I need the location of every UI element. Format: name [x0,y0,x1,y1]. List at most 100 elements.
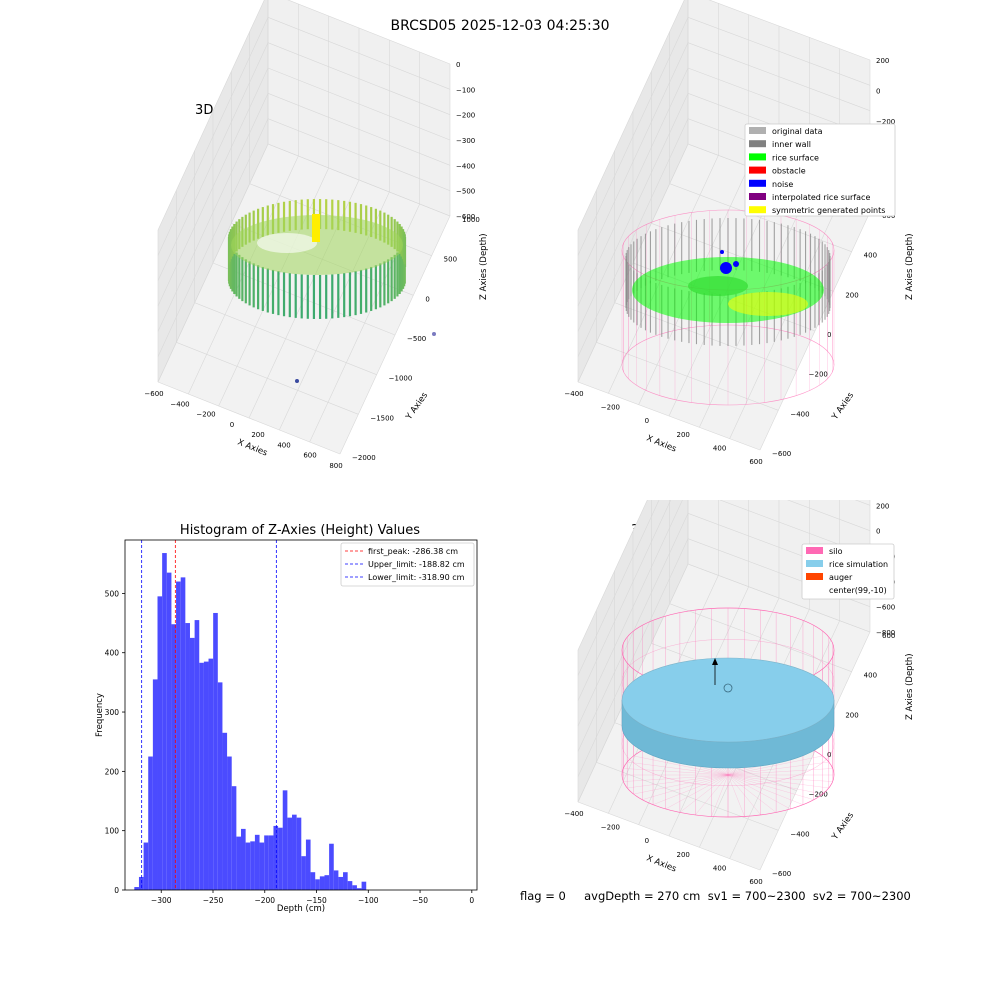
histogram-xtick-label: −300 [151,896,172,905]
histogram-bar [162,553,167,890]
histogram-bar [157,596,163,890]
histogram-bar [227,756,232,890]
histogram-bar [203,661,209,890]
raw-xtick-label: 800 [329,462,342,470]
simulation-legend-label: silo [829,547,843,556]
histogram-bar [185,623,190,890]
simulation-silo-spoke [633,755,729,776]
histogram-xtick-label: 0 [469,896,474,905]
simulation-grid-line [687,563,871,633]
classify-noise-cluster [720,262,732,274]
histogram-legend-label: Upper_limit: -188.82 cm [368,560,465,569]
simulation-silo-spoke [627,774,729,789]
classify-xtick-label: −200 [601,404,620,412]
histogram-bar [152,679,158,890]
classify-legend-swatch [749,140,766,148]
raw-ytick-label: 1000 [462,216,480,224]
histogram-bar [217,682,223,890]
raw-ztick-label: 0 [456,61,460,69]
classify-xtick-label: 0 [645,417,649,425]
simulation-silo-spoke [623,774,729,782]
histogram-bar [259,842,265,890]
histogram-bar [319,876,325,890]
histogram-bar [138,876,144,890]
histogram-bar [338,876,344,890]
classify-ytick-label: −200 [809,371,828,379]
simulation-legend: silo rice simulation auger center(99,-10) [801,543,895,600]
raw-xtick-label: 0 [230,421,234,429]
classify-grid-line [708,0,871,61]
simulation-ztick-label: −800 [876,629,895,637]
simulation-legend-label: center(99,-10) [829,586,887,595]
simulation-silo-spoke [727,755,823,776]
histogram-bar [134,887,139,890]
classify-legend-frame [744,123,896,217]
histogram-vlines [141,540,277,890]
histogram-bar [236,836,241,890]
figure-suptitle: BRCSD05 2025-12-03 04:25:30 [390,18,610,34]
classify-zlabel: Z Axies (Depth) [905,233,915,300]
histogram-bar [287,817,293,890]
classify-legend-swatch [749,193,766,200]
raw-grid-line [287,0,451,65]
histogram-bar [254,834,260,890]
histogram-bar [282,790,288,890]
histogram-bar [171,624,177,890]
raw-ytick-label: 0 [425,295,429,303]
histogram-bar [343,872,348,890]
histogram-bar [296,817,302,890]
histogram-ytick-label: 0 [114,886,119,895]
simulation-xtick-label: 200 [677,851,690,859]
raw-grid-line [267,143,451,217]
classify-legend-swatch [749,153,766,161]
simulation-silo-spoke [695,774,729,816]
simulation-silo-spoke [633,774,729,795]
classify-ytick-label: 200 [845,291,858,299]
simulation-ztick-label: 200 [876,502,889,510]
raw-xtick-label: −200 [196,411,215,419]
histogram-bar [333,870,339,890]
histogram-bar [245,842,251,890]
raw-ytick-label: 500 [444,256,457,264]
raw-xlabel: X Axies [236,438,269,459]
simulation-silo-spoke [727,774,791,810]
histogram-bar [292,814,297,890]
simulation-ztick-label: 0 [876,528,880,536]
raw-xtick-label: −600 [144,390,163,398]
histogram-bar [240,828,246,890]
classify-legend-label: inner wall [772,140,811,149]
histogram-legend-label: first_peak: -286.38 cm [368,547,458,556]
raw-surface-ellipse [231,215,403,275]
classify-legend-label: rice surface [772,153,819,162]
histogram-bar [310,872,316,890]
histogram-xtick-label: −100 [358,896,379,905]
classify-ytick-label: 400 [864,252,877,260]
simulation-auger-arrow [712,658,718,665]
histogram-title: Histogram of Z-Axies (Height) Values [179,523,421,538]
simulation-silo-spoke [727,761,829,776]
classify-legend-swatch [749,127,766,134]
classify-grid-line [669,183,852,252]
raw-ytick-label: −2000 [352,454,376,462]
simulation-ytick-label: 600 [882,632,895,640]
classify-grid-line [759,211,871,451]
simulation-legend-frame [801,543,895,600]
histogram-bar [166,572,172,890]
classify-3d-plot: −400−20002004006006004002000−200−400−600… [564,0,915,466]
simulation-xlabel: X Axies [645,854,678,875]
classify-grid-line [577,17,689,256]
histogram-ylabel: Frequency [95,693,105,737]
raw-grid-line [157,17,269,256]
histogram-legend-label: Lower_limit: -318.90 cm [368,573,465,582]
classify-legend-swatch [749,206,766,214]
classify-ytick-label: 0 [827,331,831,339]
simulation-silo-spoke [727,774,823,795]
raw-ztick-label: −200 [456,112,475,120]
raw-outlier-point [432,332,436,336]
histogram-frame [124,539,478,891]
simulation-silo-spoke [727,774,814,800]
simulation-grid-line [577,500,648,651]
simulation-ytick-label: −600 [772,870,791,878]
simulation-xtick-label: 0 [645,837,649,845]
raw-yellow-column [312,214,320,242]
